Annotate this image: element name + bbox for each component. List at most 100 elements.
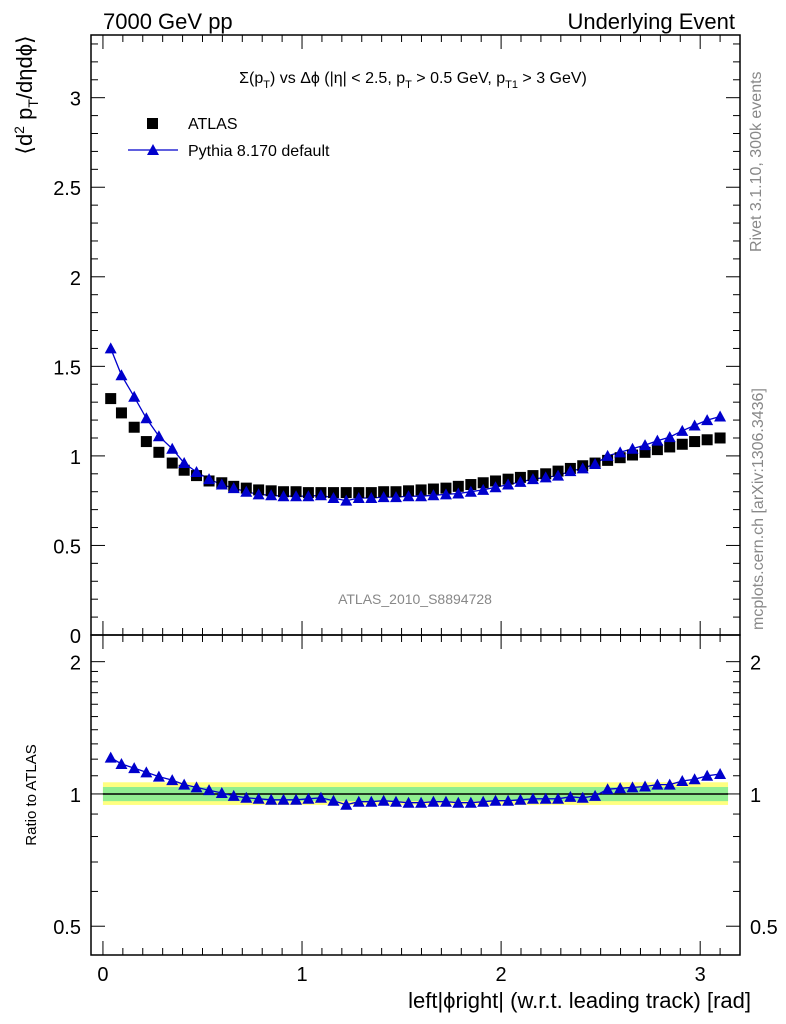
- ratio-point: [227, 789, 240, 801]
- atlas-point: [490, 475, 502, 487]
- pythia-point: [203, 473, 216, 485]
- ratio-ytick-label: 1: [70, 785, 81, 807]
- pythia-point: [302, 490, 315, 502]
- legend-atlas-label: ATLAS: [188, 116, 238, 133]
- pythia-point: [439, 488, 452, 500]
- ratio-point: [203, 784, 216, 796]
- ratio-ytick-label: 2: [70, 653, 81, 675]
- pythia-point: [365, 491, 378, 503]
- legend-atlas-marker: [147, 118, 158, 129]
- atlas-point: [153, 446, 165, 458]
- pythia-point: [502, 478, 515, 490]
- ratio-point: [115, 757, 128, 769]
- ratio-point: [152, 770, 165, 782]
- pythia-point: [166, 442, 179, 454]
- ratio-point: [701, 769, 714, 781]
- rivet-label: Rivet 3.1.10, 300k events: [748, 71, 765, 252]
- ratio-point: [514, 793, 527, 805]
- ratio-point: [327, 794, 340, 806]
- pythia-point: [190, 466, 203, 478]
- mcplots-label: mcplots.cern.ch [arXiv:1306.3436]: [750, 388, 767, 630]
- ratio-point: [402, 796, 415, 808]
- atlas-point: [105, 393, 117, 405]
- ratio-point: [464, 796, 477, 808]
- pythia-point: [340, 494, 353, 506]
- pythia-series-line: [110, 348, 721, 502]
- pythia-point: [714, 410, 727, 422]
- atlas-point: [415, 484, 427, 496]
- ratio-point: [688, 773, 701, 785]
- ratio-xtick-label: 3: [695, 964, 706, 986]
- pythia-point: [252, 488, 265, 500]
- ratio-point: [415, 796, 428, 808]
- ratio-point: [601, 783, 614, 795]
- pythia-point: [427, 489, 440, 501]
- header-left: 7000 GeV pp: [103, 9, 233, 34]
- atlas-point: [452, 480, 464, 492]
- pythia-point: [265, 489, 278, 501]
- ratio-point: [302, 792, 315, 804]
- pythia-point: [314, 489, 327, 501]
- ratio-point: [576, 791, 589, 803]
- ratio-point: [427, 795, 440, 807]
- atlas-point: [664, 441, 676, 453]
- pythia-point: [639, 439, 652, 451]
- ratio-point: [377, 794, 390, 806]
- pythia-point: [489, 481, 502, 493]
- bottom-ylabel: Ratio to ATLAS: [23, 744, 40, 845]
- atlas-point: [651, 444, 663, 456]
- atlas-point: [340, 487, 352, 499]
- ratio-point: [314, 791, 327, 803]
- pythia-point: [277, 490, 290, 502]
- pythia-point: [104, 342, 117, 354]
- top-ytick-label: 1.5: [53, 357, 81, 379]
- ratio-point: [676, 775, 689, 787]
- pythia-point: [389, 491, 402, 503]
- atlas-point: [128, 421, 140, 433]
- top-ytick-label: 2.5: [53, 178, 81, 200]
- pythia-point: [402, 490, 415, 502]
- ratio-point: [651, 778, 664, 790]
- pythia-point: [601, 449, 614, 461]
- pythia-point: [564, 465, 577, 477]
- atlas-point: [626, 449, 638, 461]
- atlas-point: [714, 432, 726, 444]
- ratio-point: [352, 795, 365, 807]
- pythia-point: [589, 457, 602, 469]
- ratio-point: [340, 798, 353, 810]
- pythia-point: [539, 471, 552, 483]
- atlas-point: [639, 446, 651, 458]
- pythia-point: [452, 487, 465, 499]
- pythia-point: [676, 424, 689, 436]
- ratio-xtick-label: 2: [496, 964, 507, 986]
- pythia-point: [178, 457, 191, 469]
- atlas-point: [178, 464, 190, 476]
- ratio-frame: [90, 634, 741, 956]
- atlas-point: [676, 438, 688, 450]
- pythia-point: [152, 430, 165, 442]
- pythia-point: [128, 390, 141, 402]
- pythia-point: [576, 462, 589, 474]
- top-ylabel: ⟨d2 pT/dηdϕ⟩: [11, 35, 41, 154]
- ratio-point: [663, 778, 676, 790]
- ratio-point: [502, 794, 515, 806]
- pythia-point: [701, 414, 714, 426]
- ratio-point: [477, 795, 490, 807]
- ratio-point: [626, 781, 639, 793]
- ratio-point: [265, 793, 278, 805]
- atlas-point: [689, 436, 701, 448]
- atlas-point: [115, 407, 127, 419]
- pythia-point: [688, 419, 701, 431]
- ratio-xtick-label: 1: [296, 964, 307, 986]
- ratio-point: [104, 751, 117, 763]
- pythia-point: [651, 434, 664, 446]
- pythia-point: [327, 491, 340, 503]
- atlas-point: [427, 483, 439, 495]
- ratio-point: [128, 762, 141, 774]
- ratio-point: [240, 791, 253, 803]
- top-ytick-label: 0: [70, 626, 81, 648]
- ratio-ytick-label: 0.5: [53, 917, 81, 939]
- pythia-point: [240, 485, 253, 497]
- pythia-point: [352, 491, 365, 503]
- header-right: Underlying Event: [567, 9, 735, 34]
